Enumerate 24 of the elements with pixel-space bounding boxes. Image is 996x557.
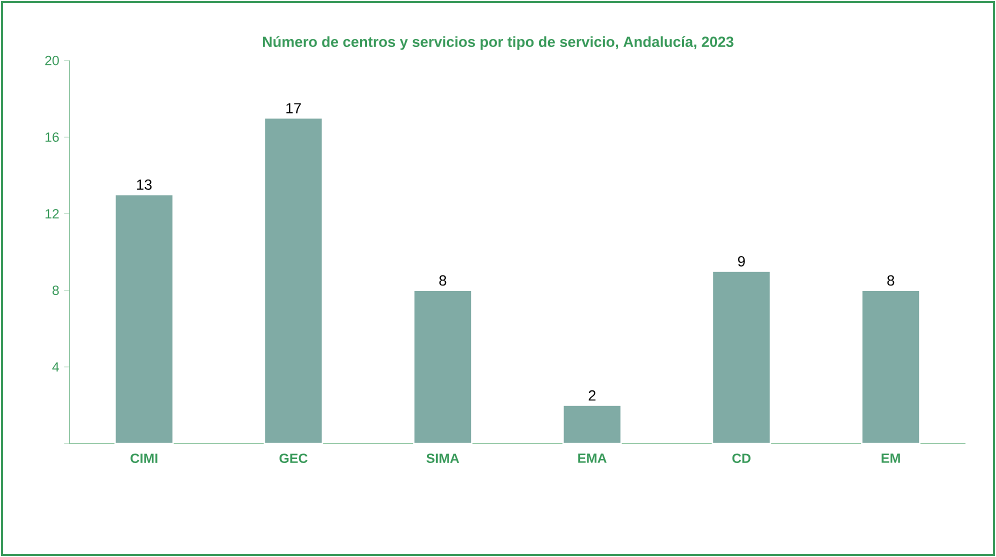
y-tick-label: 4	[52, 362, 60, 372]
y-tick-label: 12	[46, 209, 59, 218]
data-label: 17	[286, 103, 301, 114]
bar	[413, 290, 472, 444]
x-tick-label: CD	[732, 454, 751, 464]
x-tick-label: EMA	[578, 454, 607, 463]
bar	[712, 270, 772, 444]
bar	[861, 290, 920, 444]
y-tick-label: 20	[45, 56, 59, 66]
y-tick-label: 16	[46, 132, 59, 142]
data-label: 13	[137, 180, 152, 190]
data-label: 9	[738, 256, 745, 266]
x-tick-label: CIMI	[130, 454, 158, 464]
chart-title: Número de centros y servicios por tipo de servicio, Andalucía, 2023	[263, 36, 734, 50]
x-tick-label: EM	[882, 454, 900, 463]
data-label: 2	[588, 390, 596, 401]
data-label: 8	[887, 275, 894, 286]
y-tick-label: 8	[52, 286, 59, 296]
bar	[114, 194, 174, 444]
x-tick-label: GEC	[280, 454, 308, 464]
data-label: 8	[439, 275, 446, 286]
bar	[562, 404, 622, 444]
x-tick-label: SIMA	[426, 454, 460, 464]
bar	[264, 117, 324, 444]
